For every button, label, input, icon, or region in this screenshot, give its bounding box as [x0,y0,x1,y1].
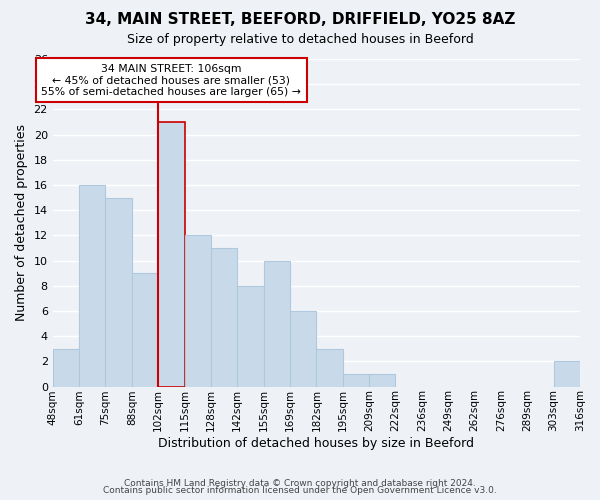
Bar [79,185,106,386]
Text: Contains HM Land Registry data © Crown copyright and database right 2024.: Contains HM Land Registry data © Crown c… [124,478,476,488]
Bar [53,348,79,387]
X-axis label: Distribution of detached houses by size in Beeford: Distribution of detached houses by size … [158,437,475,450]
Bar [211,248,237,386]
Text: 34 MAIN STREET: 106sqm
← 45% of detached houses are smaller (53)
55% of semi-det: 34 MAIN STREET: 106sqm ← 45% of detached… [41,64,301,97]
Bar [132,273,158,386]
Bar [554,362,580,386]
Bar [369,374,395,386]
Bar [316,348,343,387]
Bar [237,286,263,386]
Bar [290,311,316,386]
Text: Contains public sector information licensed under the Open Government Licence v3: Contains public sector information licen… [103,486,497,495]
Text: Size of property relative to detached houses in Beeford: Size of property relative to detached ho… [127,32,473,46]
Bar [185,236,211,386]
Bar [263,260,290,386]
Bar [158,122,185,386]
Bar [106,198,132,386]
Bar [343,374,369,386]
Y-axis label: Number of detached properties: Number of detached properties [15,124,28,322]
Text: 34, MAIN STREET, BEEFORD, DRIFFIELD, YO25 8AZ: 34, MAIN STREET, BEEFORD, DRIFFIELD, YO2… [85,12,515,28]
